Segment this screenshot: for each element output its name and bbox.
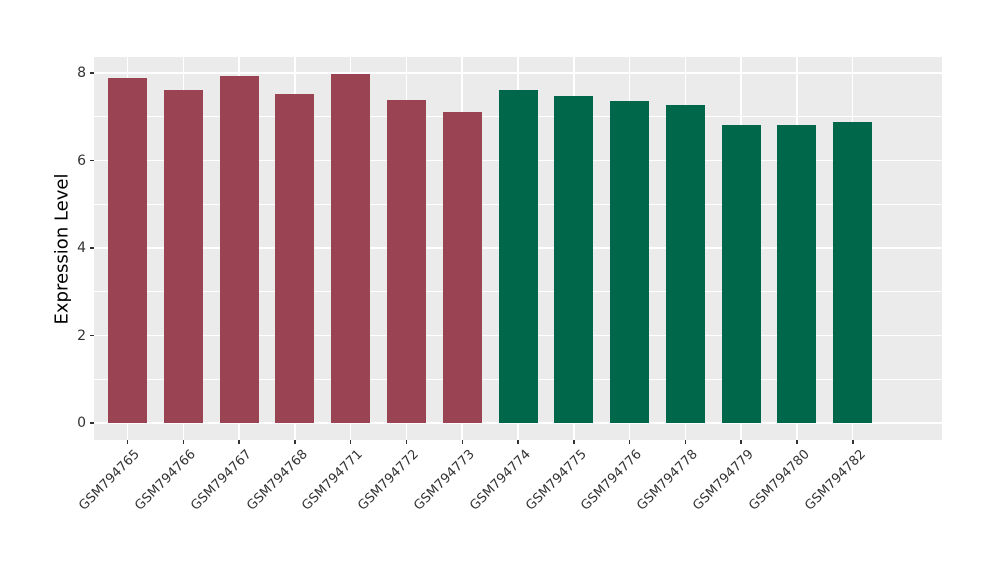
x-tick-mark	[405, 440, 408, 444]
x-tick-mark	[852, 440, 854, 444]
bar-GSM794771	[331, 74, 371, 423]
bar-GSM794768	[275, 94, 315, 423]
y-tick-mark	[90, 159, 94, 162]
bar-GSM794779	[721, 125, 761, 423]
bar-GSM794767	[219, 75, 259, 423]
bar-GSM794765	[107, 77, 147, 423]
bar-GSM794772	[386, 100, 426, 423]
bar-GSM794773	[442, 111, 482, 423]
x-tick-mark	[461, 440, 463, 444]
major-gridline	[94, 72, 942, 74]
x-tick-mark	[238, 440, 240, 444]
x-tick-mark	[294, 440, 296, 444]
y-tick-mark	[90, 72, 94, 74]
y-tick-label: 2	[77, 327, 86, 344]
y-tick-mark	[90, 247, 94, 249]
x-tick-mark	[573, 440, 575, 444]
x-tick-mark	[126, 440, 129, 444]
x-tick-mark	[517, 440, 519, 444]
y-tick-label: 6	[77, 152, 86, 169]
y-tick-label: 8	[77, 65, 86, 81]
bar-GSM794780	[777, 125, 817, 423]
bar-GSM794775	[554, 96, 594, 423]
bar-GSM794774	[498, 89, 538, 423]
major-gridline	[94, 422, 942, 424]
y-tick-label: 4	[77, 240, 86, 256]
bar-GSM794776	[610, 101, 650, 423]
y-tick-mark	[90, 334, 94, 337]
x-tick-mark	[684, 440, 687, 444]
y-tick-label: 0	[77, 415, 86, 431]
bar-GSM794778	[665, 104, 705, 423]
x-tick-mark	[349, 440, 352, 444]
y-tick-mark	[90, 422, 94, 424]
plot-panel	[94, 57, 942, 440]
bar-GSM794782	[833, 122, 873, 423]
bar-GSM794766	[163, 90, 203, 423]
x-tick-mark	[740, 440, 742, 444]
x-tick-mark	[796, 440, 798, 444]
x-tick-mark	[182, 440, 184, 444]
x-tick-mark	[628, 440, 631, 444]
